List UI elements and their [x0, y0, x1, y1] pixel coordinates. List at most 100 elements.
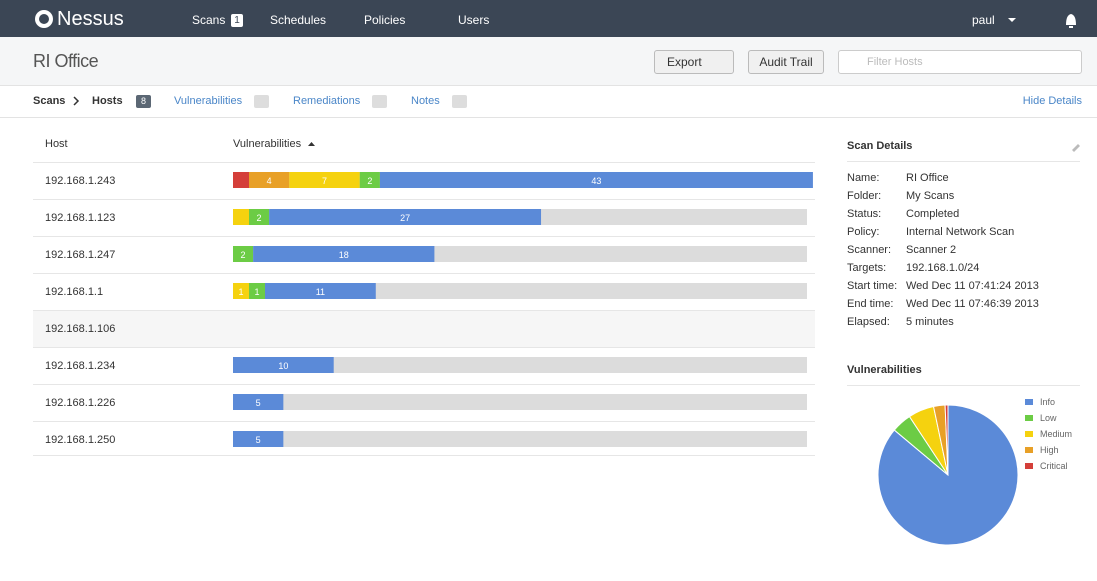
- column-header: Host: [45, 138, 68, 150]
- bar-segment: [233, 172, 249, 188]
- segment-label: 10: [278, 361, 288, 371]
- page-title: RI Office: [33, 51, 99, 71]
- segment-label: 2: [257, 213, 262, 223]
- legend-label: Critical: [1040, 461, 1068, 471]
- bar-segment: [253, 246, 435, 262]
- segment-label: 1: [254, 287, 259, 297]
- table-row[interactable]: [33, 310, 815, 347]
- nav-badge: 1: [231, 14, 243, 27]
- segment-label: 11: [316, 287, 325, 297]
- section-title: Scan Details: [847, 140, 913, 152]
- field-label: Targets:: [847, 262, 887, 274]
- tab-bar: [0, 86, 1097, 118]
- bar-segment: [249, 283, 265, 299]
- host-cell: 192.168.1.243: [45, 175, 116, 187]
- legend-swatch: [1025, 431, 1033, 437]
- bar-segment: [265, 283, 376, 299]
- host-cell: 192.168.1.1: [45, 286, 104, 298]
- table-end: [33, 455, 815, 456]
- field-value: Internal Network Scan: [906, 226, 1015, 238]
- nav-item[interactable]: Policies: [364, 13, 406, 27]
- caret: [1008, 18, 1016, 22]
- tab[interactable]: Hosts: [92, 95, 123, 107]
- pie-slice: [944, 404, 949, 476]
- bar-segment: [359, 172, 380, 188]
- breadcrumb[interactable]: Scans: [33, 95, 66, 107]
- brand: Nessus: [57, 8, 124, 30]
- bell-icon: [1066, 14, 1076, 28]
- user-menu[interactable]: paul: [972, 13, 995, 27]
- field-label: Scanner:: [847, 244, 892, 256]
- segment-label: 4: [267, 176, 272, 186]
- field-label: Folder:: [847, 190, 882, 202]
- bar-segment: [269, 209, 542, 225]
- host-cell: 192.168.1.106: [45, 323, 116, 335]
- bar-segment: [233, 209, 249, 225]
- button[interactable]: Export: [654, 50, 734, 74]
- segment-label: 2: [241, 250, 246, 260]
- tab[interactable]: Notes: [411, 95, 440, 107]
- host-cell: 192.168.1.234: [45, 360, 116, 372]
- table-row[interactable]: [33, 236, 815, 273]
- edit-icon: [1072, 144, 1080, 152]
- legend-label: High: [1040, 445, 1059, 455]
- tab-badge: 1: [452, 95, 467, 108]
- bar-segment: [233, 283, 249, 299]
- field-value: Wed Dec 11 07:41:24 2013: [906, 280, 1039, 292]
- field-value: Scanner 2: [906, 244, 957, 256]
- table-row[interactable]: [33, 273, 815, 310]
- hide-details[interactable]: Hide Details: [1022, 95, 1082, 107]
- field-value: Completed: [906, 208, 960, 220]
- segment-label: 7: [322, 176, 327, 186]
- nav-bar: [0, 0, 1097, 37]
- segment-label: 43: [591, 176, 601, 186]
- section-title: Vulnerabilities: [847, 364, 922, 376]
- legend-label: Info: [1040, 397, 1055, 407]
- field-value: 5 minutes: [906, 316, 954, 328]
- host-cell: 192.168.1.123: [45, 212, 116, 224]
- bar-segment: [233, 394, 284, 410]
- chevron: [73, 96, 80, 106]
- legend-label: Medium: [1040, 429, 1072, 439]
- table-row[interactable]: [33, 199, 815, 236]
- nav-item[interactable]: Schedules: [270, 13, 327, 27]
- host-cell: 192.168.1.226: [45, 397, 116, 409]
- divider: [847, 161, 1080, 162]
- bar-segment: [233, 431, 284, 447]
- bar-track: [233, 431, 807, 447]
- bar-segment: [289, 172, 360, 188]
- segment-label: 27: [400, 213, 410, 223]
- tab[interactable]: Vulnerabilities: [174, 95, 243, 107]
- table-row[interactable]: [33, 347, 815, 384]
- field-value: 192.168.1.0/24: [906, 262, 980, 274]
- segment-label: 1: [238, 287, 243, 297]
- bar-track: [233, 283, 807, 299]
- column-header: Vulnerabilities: [233, 138, 302, 150]
- bar-segment: [233, 357, 334, 373]
- legend-swatch: [1025, 415, 1033, 421]
- tab[interactable]: Remediations: [293, 95, 361, 107]
- field-label: Policy:: [847, 226, 880, 238]
- field-label: Elapsed:: [847, 316, 890, 328]
- logo-inner: [39, 14, 49, 24]
- table-row[interactable]: [33, 384, 815, 421]
- table-row[interactable]: [33, 162, 815, 199]
- nav-item[interactable]: Scans: [192, 13, 226, 27]
- segment-label: 5: [256, 398, 261, 408]
- table-row[interactable]: [33, 421, 815, 458]
- segment-label: 5: [256, 435, 261, 445]
- tab-badge: 6: [372, 95, 387, 108]
- nav-item[interactable]: Users: [458, 13, 490, 27]
- host-cell: 192.168.1.247: [45, 249, 116, 261]
- filter-input[interactable]: Filter Hosts: [838, 50, 1082, 74]
- button[interactable]: Audit Trail: [748, 50, 824, 74]
- field-label: Name:: [847, 172, 880, 184]
- bar-track: [233, 394, 807, 410]
- segment-label: 18: [339, 250, 349, 260]
- field-label: Start time:: [847, 280, 898, 292]
- tab-badge: 8: [136, 95, 151, 108]
- legend-swatch: [1025, 447, 1033, 453]
- field-value: Wed Dec 11 07:46:39 2013: [906, 298, 1039, 310]
- segment-label: 2: [367, 176, 372, 186]
